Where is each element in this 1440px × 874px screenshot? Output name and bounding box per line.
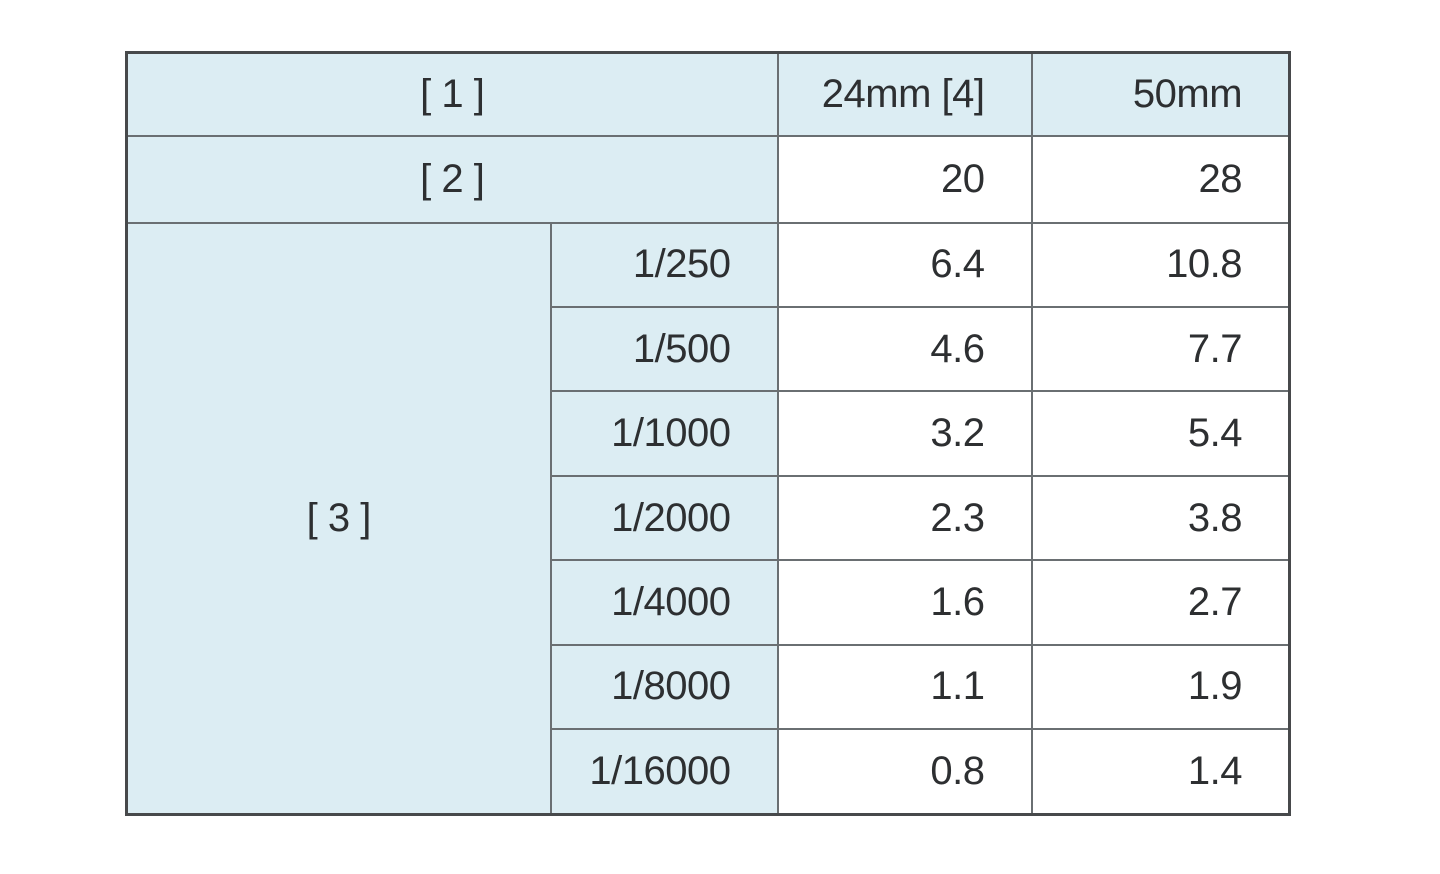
header-row: [ 1 ] 24mm [4] 50mm — [125, 51, 1291, 137]
table-row: 1/4000 1.6 2.7 — [127, 559, 1291, 646]
value-cell-50mm: 1.9 — [1030, 643, 1291, 731]
value-cell-24mm: 4.6 — [776, 305, 1033, 393]
spec-table: [ 1 ] 24mm [4] 50mm [ 2 ] 20 28 [ 3 ] 1/… — [125, 51, 1292, 816]
table-row: 1/2000 2.3 3.8 — [127, 474, 1291, 562]
shutter-speed-cell: 1/250 — [549, 221, 779, 308]
value-cell-24mm: 3.2 — [776, 390, 1033, 477]
column-header-24mm: 24mm [4] — [776, 51, 1033, 137]
value-cell-50mm: 2.7 — [1030, 559, 1291, 646]
value-cell-50mm: 3.8 — [1030, 474, 1291, 562]
shutter-speed-cell: 1/1000 — [549, 390, 779, 477]
table-row: 1/500 4.6 7.7 — [127, 305, 1291, 393]
shutter-speed-cell: 1/8000 — [549, 643, 779, 731]
value-cell-24mm: 20 — [776, 134, 1033, 224]
table-row: 1/1000 3.2 5.4 — [127, 390, 1291, 477]
value-cell-50mm: 1.4 — [1030, 728, 1291, 816]
table-row: 1/16000 0.8 1.4 — [127, 728, 1291, 816]
merged-label-cell: [ 2 ] — [125, 134, 779, 224]
value-cell-50mm: 5.4 — [1030, 390, 1291, 477]
second-row: [ 2 ] 20 28 — [125, 134, 1291, 224]
value-cell-50mm: 7.7 — [1030, 305, 1291, 393]
group-label-cell: [ 3 ] — [125, 221, 552, 816]
table-row: [ 3 ] 1/250 6.4 10.8 — [125, 221, 1291, 816]
value-cell-24mm: 2.3 — [776, 474, 1033, 562]
value-cell-24mm: 1.1 — [776, 643, 1033, 731]
shutter-speed-cell: 1/4000 — [549, 559, 779, 646]
shutter-speed-cell: 1/500 — [549, 305, 779, 393]
value-cell-24mm: 6.4 — [776, 221, 1033, 308]
value-cell-50mm: 28 — [1030, 134, 1291, 224]
shutter-speed-cell: 1/16000 — [549, 728, 779, 816]
shutter-speed-cell: 1/2000 — [549, 474, 779, 562]
column-header-50mm: 50mm — [1030, 51, 1291, 137]
merged-header-cell: [ 1 ] — [125, 51, 779, 137]
value-cell-50mm: 10.8 — [1030, 221, 1291, 308]
value-cell-24mm: 1.6 — [776, 559, 1033, 646]
table-row: 1/8000 1.1 1.9 — [127, 643, 1291, 731]
value-cell-24mm: 0.8 — [776, 728, 1033, 816]
